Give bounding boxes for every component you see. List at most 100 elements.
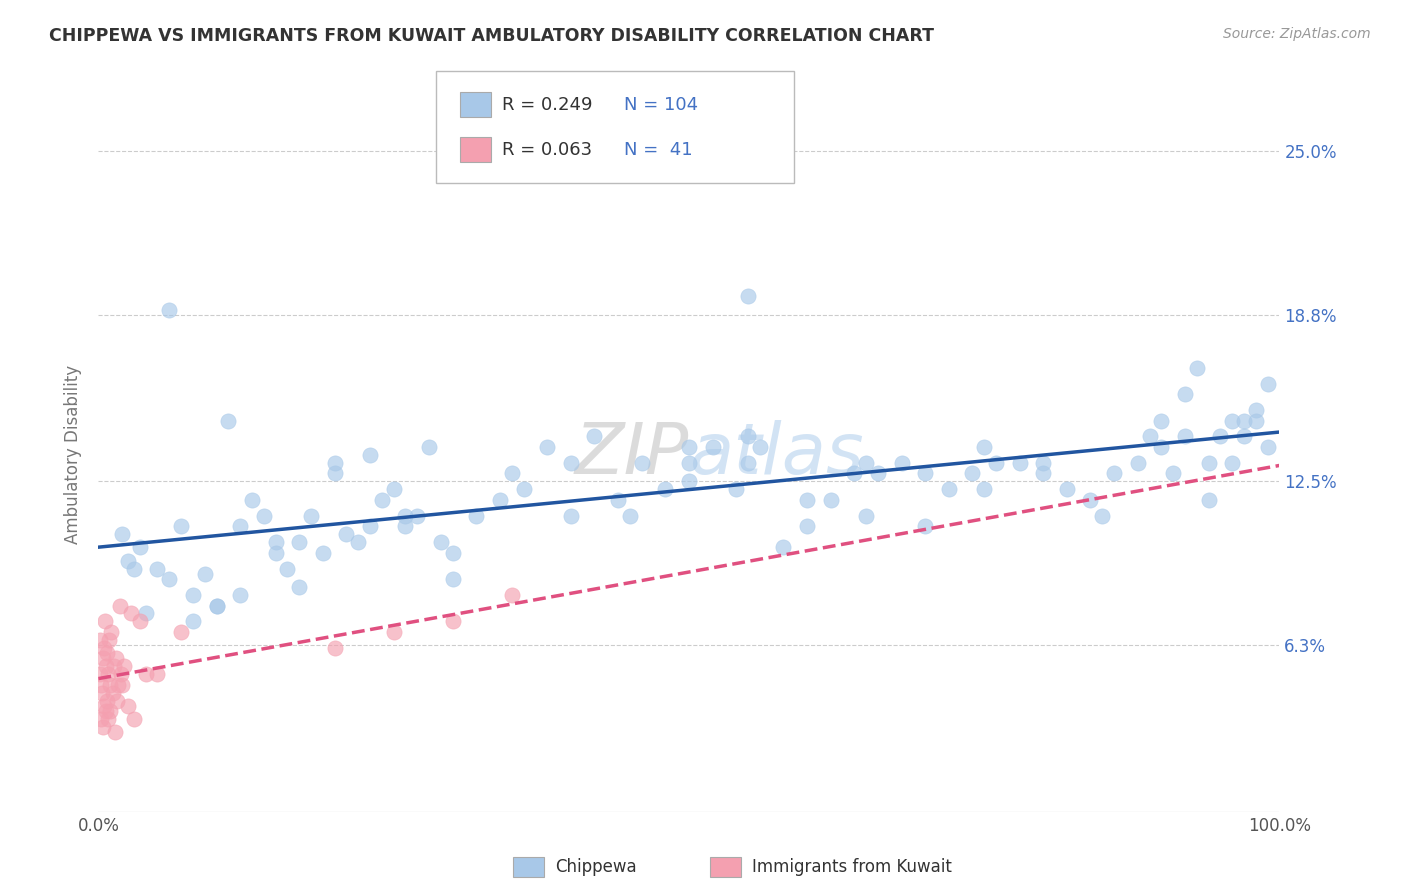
Point bbox=[382, 625, 405, 640]
Point bbox=[93, 698, 115, 713]
Point bbox=[299, 508, 322, 523]
Point bbox=[229, 519, 252, 533]
Point bbox=[796, 519, 818, 533]
Point bbox=[1032, 456, 1054, 470]
Point bbox=[844, 467, 866, 481]
Point bbox=[101, 686, 124, 700]
Point bbox=[103, 659, 125, 673]
Point bbox=[1198, 492, 1220, 507]
Point bbox=[89, 667, 111, 681]
Point bbox=[122, 712, 145, 726]
Point bbox=[820, 492, 842, 507]
Point bbox=[914, 467, 936, 481]
Point bbox=[1139, 429, 1161, 443]
Point bbox=[170, 519, 193, 533]
Point bbox=[217, 413, 239, 427]
Point bbox=[737, 289, 759, 303]
Point bbox=[181, 615, 204, 629]
Point bbox=[1126, 456, 1149, 470]
Point bbox=[128, 615, 150, 629]
Point bbox=[111, 678, 134, 692]
Point bbox=[441, 546, 464, 560]
Point bbox=[90, 678, 112, 692]
Point bbox=[382, 483, 405, 497]
Point bbox=[253, 508, 276, 523]
Point bbox=[288, 535, 311, 549]
Text: Immigrants from Kuwait: Immigrants from Kuwait bbox=[752, 858, 952, 876]
Point bbox=[105, 694, 128, 708]
Point bbox=[98, 704, 121, 718]
Point bbox=[1102, 467, 1125, 481]
Point bbox=[1244, 403, 1267, 417]
Point bbox=[347, 535, 370, 549]
Point bbox=[512, 483, 534, 497]
Point bbox=[630, 456, 652, 470]
Text: ZIP: ZIP bbox=[575, 420, 689, 490]
Point bbox=[110, 667, 132, 681]
Point bbox=[146, 667, 169, 681]
Point bbox=[91, 686, 114, 700]
Point bbox=[146, 561, 169, 575]
Point bbox=[264, 546, 287, 560]
Point bbox=[1008, 456, 1031, 470]
Point bbox=[107, 678, 129, 692]
Point bbox=[122, 561, 145, 575]
Point bbox=[335, 527, 357, 541]
Point bbox=[94, 659, 117, 673]
Point bbox=[157, 302, 180, 317]
Text: R = 0.063: R = 0.063 bbox=[502, 141, 592, 159]
Point bbox=[323, 467, 346, 481]
Point bbox=[323, 456, 346, 470]
Point bbox=[117, 698, 139, 713]
Point bbox=[128, 541, 150, 555]
Point bbox=[288, 580, 311, 594]
Point bbox=[583, 429, 606, 443]
Point bbox=[108, 599, 131, 613]
Point bbox=[240, 492, 263, 507]
Point bbox=[1257, 440, 1279, 454]
Point bbox=[170, 625, 193, 640]
Text: Source: ZipAtlas.com: Source: ZipAtlas.com bbox=[1223, 27, 1371, 41]
Point bbox=[702, 440, 724, 454]
Point bbox=[1257, 376, 1279, 391]
Point bbox=[1209, 429, 1232, 443]
Point bbox=[406, 508, 429, 523]
Point bbox=[229, 588, 252, 602]
Point bbox=[855, 456, 877, 470]
Point bbox=[772, 541, 794, 555]
Point bbox=[157, 572, 180, 586]
Point bbox=[312, 546, 335, 560]
Point bbox=[796, 492, 818, 507]
Point bbox=[121, 607, 143, 621]
Point bbox=[1220, 413, 1243, 427]
Point bbox=[973, 440, 995, 454]
Point bbox=[89, 632, 111, 647]
Point bbox=[560, 456, 582, 470]
Point bbox=[94, 615, 117, 629]
Point bbox=[973, 483, 995, 497]
Point bbox=[962, 467, 984, 481]
Point bbox=[678, 440, 700, 454]
Point bbox=[104, 725, 127, 739]
Point bbox=[938, 483, 960, 497]
Y-axis label: Ambulatory Disability: Ambulatory Disability bbox=[65, 366, 83, 544]
Point bbox=[1032, 467, 1054, 481]
Point bbox=[748, 440, 770, 454]
Text: N = 104: N = 104 bbox=[624, 95, 699, 113]
Point bbox=[135, 667, 157, 681]
Point bbox=[1185, 360, 1208, 375]
Text: R = 0.249: R = 0.249 bbox=[502, 95, 592, 113]
Point bbox=[984, 456, 1007, 470]
Point bbox=[489, 492, 512, 507]
Point bbox=[501, 588, 523, 602]
Point bbox=[678, 456, 700, 470]
Point bbox=[725, 483, 748, 497]
Point bbox=[1233, 429, 1256, 443]
Point bbox=[536, 440, 558, 454]
Point bbox=[1091, 508, 1114, 523]
Point bbox=[1150, 440, 1173, 454]
Point bbox=[98, 678, 121, 692]
Point bbox=[205, 599, 228, 613]
Point bbox=[866, 467, 889, 481]
Point bbox=[678, 475, 700, 489]
